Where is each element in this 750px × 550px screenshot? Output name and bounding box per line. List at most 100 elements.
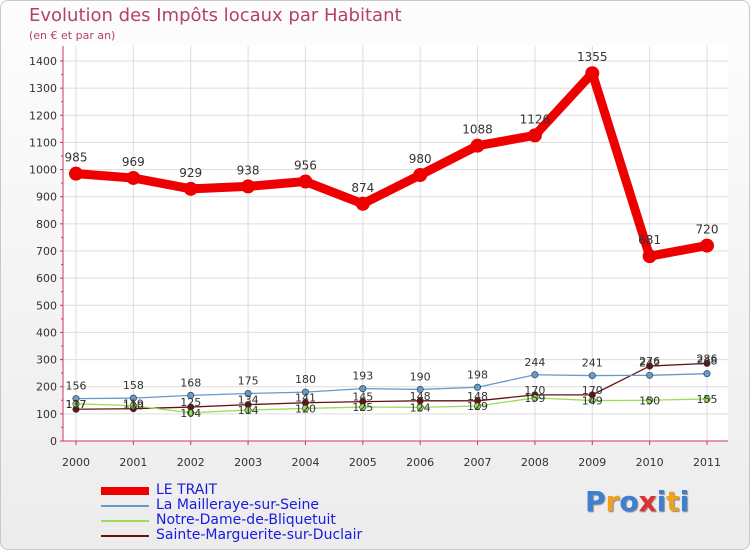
x-tick-label: 2003: [234, 456, 262, 469]
data-label: 242: [639, 356, 660, 369]
data-label: 929: [179, 166, 202, 180]
x-tick-label: 2000: [62, 456, 90, 469]
logo-letter: i: [679, 485, 690, 518]
data-label: 985: [65, 151, 88, 165]
series-point-2: [703, 395, 711, 403]
data-label: 874: [351, 181, 374, 195]
data-label: 125: [352, 401, 373, 414]
series-point-2: [474, 402, 482, 410]
x-tick-label: 2005: [349, 456, 377, 469]
data-label: 130: [123, 400, 144, 413]
legend-label: La Mailleraye-sur-Seine: [156, 497, 320, 513]
data-label: 938: [237, 163, 260, 177]
data-label: 155: [697, 393, 718, 406]
series-point-2: [301, 404, 309, 412]
data-label: 145: [352, 391, 373, 404]
series-point-2: [531, 394, 539, 402]
series-point-2: [588, 397, 596, 405]
legend-label: Notre-Dame-de-Bliquetuit: [156, 512, 336, 528]
series-point-0: [413, 168, 428, 182]
x-tick-label: 2011: [693, 456, 721, 469]
x-tick-label: 2007: [464, 456, 492, 469]
series-point-1: [588, 372, 596, 380]
data-label: 114: [238, 404, 259, 417]
series-point-1: [474, 383, 482, 391]
series-point-1: [187, 391, 195, 399]
y-tick-label: 600: [36, 272, 57, 285]
series-point-1: [531, 371, 539, 379]
logo-letter: x: [638, 485, 657, 518]
chart-subtitle: (en € et par an): [29, 29, 116, 42]
series-point-3: [703, 359, 711, 367]
data-label: 1355: [577, 50, 608, 64]
data-label: 141: [295, 392, 316, 405]
x-tick-label: 2001: [119, 456, 147, 469]
series-point-0: [642, 249, 657, 264]
data-label: 180: [295, 373, 316, 386]
y-tick-label: 1000: [29, 164, 57, 177]
series-point-0: [298, 174, 313, 189]
series-point-2: [359, 403, 367, 411]
series-point-0: [527, 128, 542, 143]
x-tick-label: 2009: [578, 456, 606, 469]
logo-letter: o: [619, 485, 639, 518]
data-label: 681: [638, 233, 661, 247]
y-tick-label: 0: [50, 435, 57, 448]
data-label: 117: [66, 398, 87, 411]
data-label: 1088: [462, 123, 493, 137]
series-point-0: [241, 179, 256, 194]
data-label: 120: [295, 402, 316, 415]
data-label: 276: [639, 355, 660, 368]
series-point-1: [646, 371, 654, 379]
series-point-0: [183, 181, 198, 196]
data-label: 158: [123, 379, 144, 392]
series-point-1: [416, 385, 424, 393]
data-label: 148: [467, 390, 488, 403]
y-tick-label: 1300: [29, 82, 57, 95]
x-tick-label: 2008: [521, 456, 549, 469]
legend-item: Sainte-Marguerite-sur-Duclair: [101, 527, 401, 544]
chart-title: Evolution des Impôts locaux par Habitant: [29, 5, 402, 26]
series-point-2: [244, 406, 252, 414]
series-point-3: [646, 362, 654, 370]
logo-letter: t: [666, 485, 680, 518]
data-label: 125: [180, 396, 201, 409]
y-tick-label: 700: [36, 245, 57, 258]
series-point-0: [470, 138, 485, 153]
series-point-1: [72, 395, 80, 403]
proxiti-logo: Proxiti: [585, 485, 689, 518]
data-label: 170: [582, 384, 603, 397]
data-label: 244: [524, 356, 545, 369]
legend-label: Sainte-Marguerite-sur-Duclair: [156, 527, 363, 543]
legend-item: LE TRAIT: [101, 482, 401, 499]
x-tick-label: 2002: [177, 456, 205, 469]
data-label: 168: [180, 376, 201, 389]
y-tick-label: 1200: [29, 109, 57, 122]
series-point-0: [585, 66, 600, 81]
y-tick-label: 200: [36, 381, 57, 394]
data-label: 193: [352, 370, 373, 383]
data-label: 134: [238, 394, 259, 407]
series-point-0: [700, 238, 714, 253]
data-label: 150: [639, 394, 660, 407]
data-label: 149: [582, 395, 603, 408]
data-label: 1126: [520, 112, 551, 126]
legend-item: Notre-Dame-de-Bliquetuit: [101, 512, 401, 529]
series-line-2: [75, 397, 708, 414]
y-tick-label: 900: [36, 191, 57, 204]
y-tick-label: 100: [36, 408, 57, 421]
legend-label: LE TRAIT: [156, 482, 218, 498]
series-point-2: [416, 403, 424, 411]
data-label: 198: [467, 368, 488, 381]
x-tick-label: 2004: [291, 456, 319, 469]
data-label: 980: [409, 152, 432, 166]
series-point-1: [359, 385, 367, 393]
series-point-0: [69, 166, 83, 181]
data-label: 159: [524, 392, 545, 405]
x-tick-label: 2006: [406, 456, 434, 469]
y-tick-label: 300: [36, 354, 57, 367]
data-label: 241: [582, 357, 603, 370]
data-label: 190: [410, 370, 431, 383]
data-label: 148: [410, 390, 431, 403]
